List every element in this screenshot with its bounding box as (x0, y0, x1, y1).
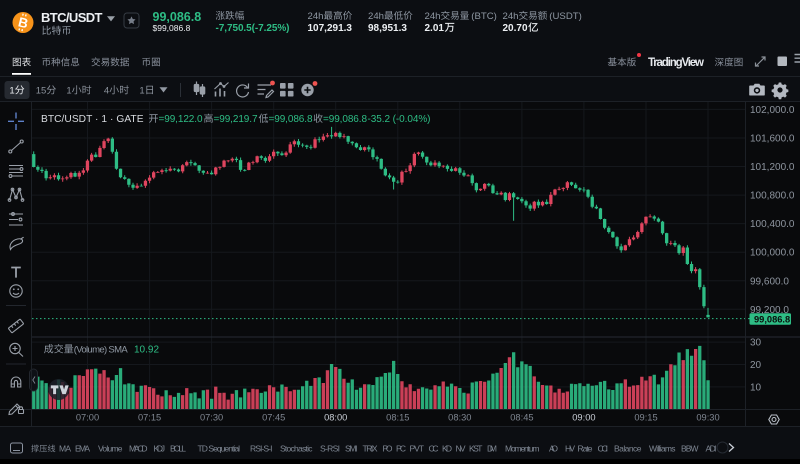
svg-text:Williams: Williams (649, 444, 676, 454)
svg-text:MA: MA (59, 444, 71, 454)
svg-text:AO: AO (549, 444, 558, 454)
svg-text:=99,122.0: =99,122.0 (159, 114, 203, 125)
svg-text:=99,219.7: =99,219.7 (214, 114, 258, 125)
svg-text:98,951.3: 98,951.3 (368, 23, 407, 34)
svg-text:101,200.0: 101,200.0 (750, 162, 795, 173)
svg-text:07:00: 07:00 (76, 413, 99, 423)
svg-text:2.01: 2.01 (425, 23, 445, 34)
svg-text:100,400.0: 100,400.0 (750, 219, 795, 230)
svg-text:KDJ: KDJ (154, 444, 166, 454)
svg-text:(Volume) SMA: (Volume) SMA (74, 345, 129, 356)
svg-text:DM: DM (487, 444, 497, 454)
svg-text:24h: 24h (308, 11, 324, 22)
svg-text:Rate: Rate (578, 444, 593, 454)
svg-text:(BTC): (BTC) (471, 11, 497, 22)
svg-text:TD Sequential: TD Sequential (198, 444, 241, 454)
svg-text:RSI-S-I: RSI-S-I (250, 444, 273, 454)
svg-text:09:00: 09:00 (572, 413, 595, 423)
svg-text:1: 1 (9, 86, 14, 97)
svg-text:102,000.0: 102,000.0 (750, 105, 795, 116)
svg-text:08:15: 08:15 (386, 413, 409, 423)
svg-text:BTC/USDT: BTC/USDT (41, 10, 103, 25)
svg-text:=99,086.8: =99,086.8 (269, 114, 313, 125)
svg-text:PVT: PVT (410, 444, 425, 454)
svg-text:100,800.0: 100,800.0 (750, 191, 795, 202)
svg-text:BOLL: BOLL (170, 444, 186, 454)
svg-text:Volume: Volume (98, 444, 123, 454)
svg-text:TRIX: TRIX (363, 444, 378, 454)
svg-text:10.92: 10.92 (134, 345, 159, 356)
svg-text:99,600.0: 99,600.0 (750, 276, 789, 287)
svg-text:Momentum: Momentum (505, 444, 540, 454)
svg-text:BBW: BBW (681, 444, 699, 454)
svg-text:20: 20 (750, 360, 762, 371)
svg-text:KST: KST (469, 444, 483, 454)
svg-text:07:45: 07:45 (262, 413, 285, 423)
svg-text:1: 1 (66, 86, 71, 97)
svg-text:08:30: 08:30 (448, 413, 471, 423)
svg-text:Stochastic: Stochastic (280, 444, 313, 454)
svg-text:NV: NV (456, 444, 466, 454)
svg-text:(USDT): (USDT) (549, 11, 582, 22)
svg-text:10: 10 (750, 382, 762, 393)
svg-text:101,600.0: 101,600.0 (750, 134, 795, 145)
svg-text:24h: 24h (368, 11, 384, 22)
svg-text:09:30: 09:30 (696, 413, 719, 423)
svg-text:PC: PC (396, 444, 406, 454)
svg-text:CC: CC (429, 444, 439, 454)
svg-text:99,086.8: 99,086.8 (153, 10, 202, 24)
svg-text:24h: 24h (425, 11, 441, 22)
svg-text:99,086.8: 99,086.8 (754, 314, 790, 324)
svg-text:09:15: 09:15 (634, 413, 657, 423)
svg-text:4: 4 (104, 86, 109, 97)
svg-text:S-RSI: S-RSI (320, 444, 340, 454)
svg-text:MACD: MACD (129, 444, 148, 454)
svg-text:107,291.3: 107,291.3 (308, 23, 353, 34)
svg-text:08:00: 08:00 (324, 413, 347, 423)
svg-text:CCI: CCI (598, 444, 609, 454)
svg-text:KD: KD (442, 444, 452, 454)
svg-text:PO: PO (383, 444, 393, 454)
svg-text:=99,086.8: =99,086.8 (323, 114, 367, 125)
svg-text:$99,086.8: $99,086.8 (153, 23, 191, 33)
svg-text:30: 30 (750, 338, 762, 349)
svg-text:-35.2 (-0.04%): -35.2 (-0.04%) (368, 114, 431, 125)
svg-text:EMA: EMA (75, 444, 90, 454)
svg-text:ADI: ADI (706, 444, 717, 454)
svg-text:24h: 24h (503, 11, 519, 22)
svg-text:-7,750.5(-7.25%): -7,750.5(-7.25%) (216, 23, 290, 34)
svg-text:BTC/USDT · 1 · GATE: BTC/USDT · 1 · GATE (41, 114, 144, 125)
svg-text:TradingView: TradingView (648, 57, 704, 69)
svg-text:HV: HV (565, 444, 575, 454)
svg-text:08:45: 08:45 (510, 413, 533, 423)
svg-text:07:15: 07:15 (138, 413, 161, 423)
svg-text:SMI: SMI (345, 444, 358, 454)
svg-text:1: 1 (139, 86, 144, 97)
svg-text:07:30: 07:30 (200, 413, 223, 423)
svg-text:15: 15 (36, 86, 47, 97)
svg-text:Balance: Balance (614, 444, 642, 454)
svg-text:100,000.0: 100,000.0 (750, 248, 795, 259)
svg-text:99,200.0: 99,200.0 (750, 305, 789, 316)
svg-text:20.70: 20.70 (503, 23, 528, 34)
